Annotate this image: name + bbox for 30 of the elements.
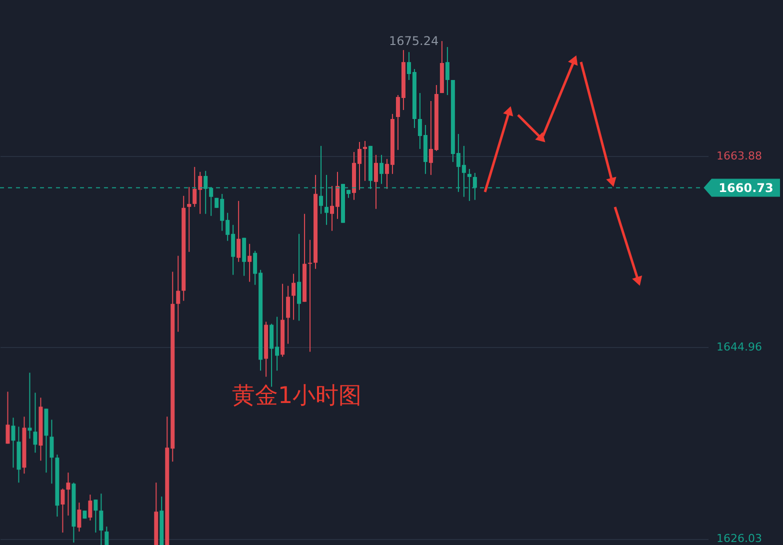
candlestick: [28, 372, 32, 440]
candlestick: [99, 493, 104, 545]
candlestick: [297, 233, 302, 322]
annotation: 1675.24: [389, 34, 439, 48]
candlestick: [379, 154, 384, 184]
annotation: 黄金1小时图: [232, 383, 362, 409]
ref-line-label: 1660.73: [718, 180, 774, 195]
candlestick: [77, 502, 82, 532]
candlestick: [50, 419, 54, 484]
candlestick: [187, 186, 192, 252]
candlestick: [292, 273, 296, 320]
candlestick: [11, 417, 16, 468]
candlestick: [6, 391, 10, 444]
candlestick: [60, 488, 65, 534]
candlestick: [374, 154, 378, 210]
candlestick: [33, 392, 38, 454]
candlestick: [248, 243, 252, 282]
candlestick: [308, 239, 312, 352]
y-tick-label: 1644.96: [716, 340, 762, 354]
candlestick: [236, 200, 241, 262]
candlestick: [104, 526, 109, 545]
candlestick: [286, 285, 290, 344]
y-tick-label: 1626.03: [716, 532, 762, 545]
candlestick: [66, 472, 70, 516]
candlestick: [88, 494, 92, 522]
candlestick: [176, 255, 180, 332]
candlestick: [94, 499, 98, 534]
y-tick-label: 1663.88: [716, 149, 762, 162]
candlestick: [362, 140, 367, 182]
candlestick: [445, 46, 450, 96]
